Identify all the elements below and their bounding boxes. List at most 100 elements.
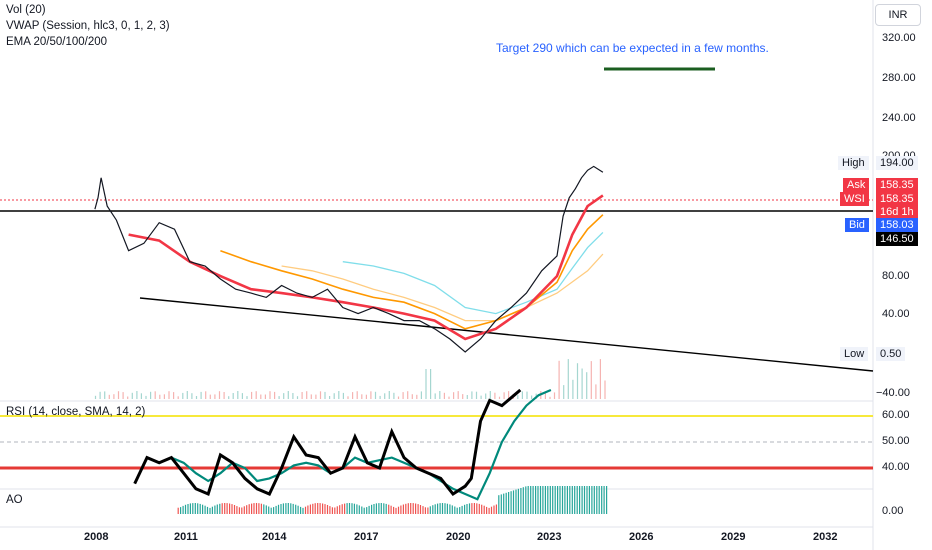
volume-bar: [457, 391, 459, 399]
volume-bar: [154, 391, 156, 399]
ao-bar: [490, 506, 493, 514]
trendline[interactable]: [139, 297, 874, 372]
target-annotation[interactable]: Target 290 which can be expected in a fe…: [496, 41, 769, 55]
ema-legend[interactable]: EMA 20/50/100/200: [6, 36, 108, 48]
ao-bar: [451, 505, 453, 514]
vwap-legend[interactable]: VWAP (Session, hlc3, 0, 1, 2, 3): [6, 20, 170, 32]
x-tick: 2023: [537, 531, 562, 543]
ao-bar: [464, 504, 466, 514]
ao-bar: [483, 505, 485, 514]
ao-bar: [304, 506, 307, 514]
volume-bar: [228, 396, 230, 399]
ao-bar: [554, 486, 556, 514]
ao-bar: [353, 503, 355, 514]
ao-bar: [219, 503, 221, 514]
volume-bar: [553, 392, 556, 399]
ao-bar: [535, 486, 537, 514]
volume-bar: [246, 396, 248, 399]
volume-bar: [365, 394, 367, 399]
volume-bar: [195, 396, 198, 399]
volume-bar: [200, 391, 202, 399]
ao-bar: [236, 506, 238, 514]
ao-bar: [579, 486, 581, 514]
ao-bar: [478, 503, 480, 514]
volume-bar: [439, 391, 441, 399]
rsi-legend[interactable]: RSI (14, close, SMA, 14, 2): [6, 406, 146, 418]
volume-bar: [255, 391, 257, 399]
ao-bar: [339, 505, 341, 514]
ao-bar: [275, 505, 277, 514]
ao-bar: [229, 503, 231, 514]
ao-bar: [302, 507, 304, 514]
ao-bar: [344, 503, 346, 514]
ao-bar: [309, 504, 311, 514]
ao-bar: [297, 505, 299, 514]
ao-bar: [292, 503, 294, 514]
volume-bar: [113, 394, 115, 399]
ao-bar: [437, 503, 439, 514]
ao-bar: [527, 486, 529, 514]
ao-bar: [380, 503, 382, 514]
ao-bar: [397, 506, 400, 514]
y-tick: 40.00: [882, 308, 910, 320]
ao-bar: [300, 506, 302, 514]
ao-bar: [290, 503, 292, 514]
ao-bar: [199, 503, 201, 514]
y-tick: −40.00: [876, 387, 910, 399]
volume-bar: [177, 396, 179, 399]
ao-bar: [216, 504, 218, 514]
ao-bar: [591, 486, 593, 514]
ao-bar: [598, 486, 600, 514]
ao-legend[interactable]: AO: [6, 494, 23, 506]
ao-bar: [525, 486, 527, 514]
volume-bar: [443, 392, 445, 399]
ao-bar: [231, 504, 233, 514]
ao-bar: [341, 504, 343, 514]
ao-bar: [326, 505, 329, 514]
volume-bar: [237, 391, 239, 399]
currency-button[interactable]: INR: [875, 4, 921, 26]
ao-bar: [177, 507, 179, 514]
y-tick: 200.00: [882, 150, 916, 158]
ao-bar: [508, 492, 510, 514]
ao-tick: 0.00: [882, 505, 904, 517]
volume-bar: [521, 391, 523, 399]
low-label: Low: [840, 347, 869, 361]
ao-bar: [564, 486, 566, 514]
ao-bar: [280, 504, 282, 514]
volume-bars: [94, 359, 606, 399]
ao-bar: [390, 505, 392, 514]
volume-bar: [168, 391, 170, 399]
ao-bar: [356, 504, 358, 514]
ao-bar: [424, 507, 426, 514]
volume-bar: [370, 391, 372, 399]
volume-bar: [480, 395, 482, 399]
wsi-value: 158.35: [876, 192, 918, 206]
x-tick: 2011: [174, 531, 198, 543]
ao-bar: [395, 507, 397, 514]
ao-bar: [277, 504, 280, 514]
ao-bar: [422, 506, 424, 514]
volume-legend[interactable]: Vol (20): [6, 4, 46, 16]
ao-bar: [419, 505, 422, 514]
volume-bar: [434, 393, 436, 399]
ao-bar: [319, 503, 321, 514]
ao-bar: [466, 504, 468, 514]
ao-bar: [206, 506, 209, 514]
volume-bar: [329, 396, 331, 399]
ao-bar: [429, 506, 431, 514]
ao-bar: [410, 503, 412, 514]
ao-bar: [192, 503, 194, 514]
volume-bar: [319, 391, 322, 399]
ao-bar: [378, 503, 380, 514]
ao-bar: [539, 486, 542, 514]
volume-bar: [425, 369, 427, 399]
ao-bar: [559, 486, 561, 514]
ao-bar: [576, 486, 578, 514]
volume-bar: [466, 395, 468, 399]
ao-bar: [520, 488, 522, 514]
ask-value: 158.35: [876, 178, 918, 192]
volume-bar: [296, 396, 299, 399]
volume-bar: [420, 391, 422, 399]
